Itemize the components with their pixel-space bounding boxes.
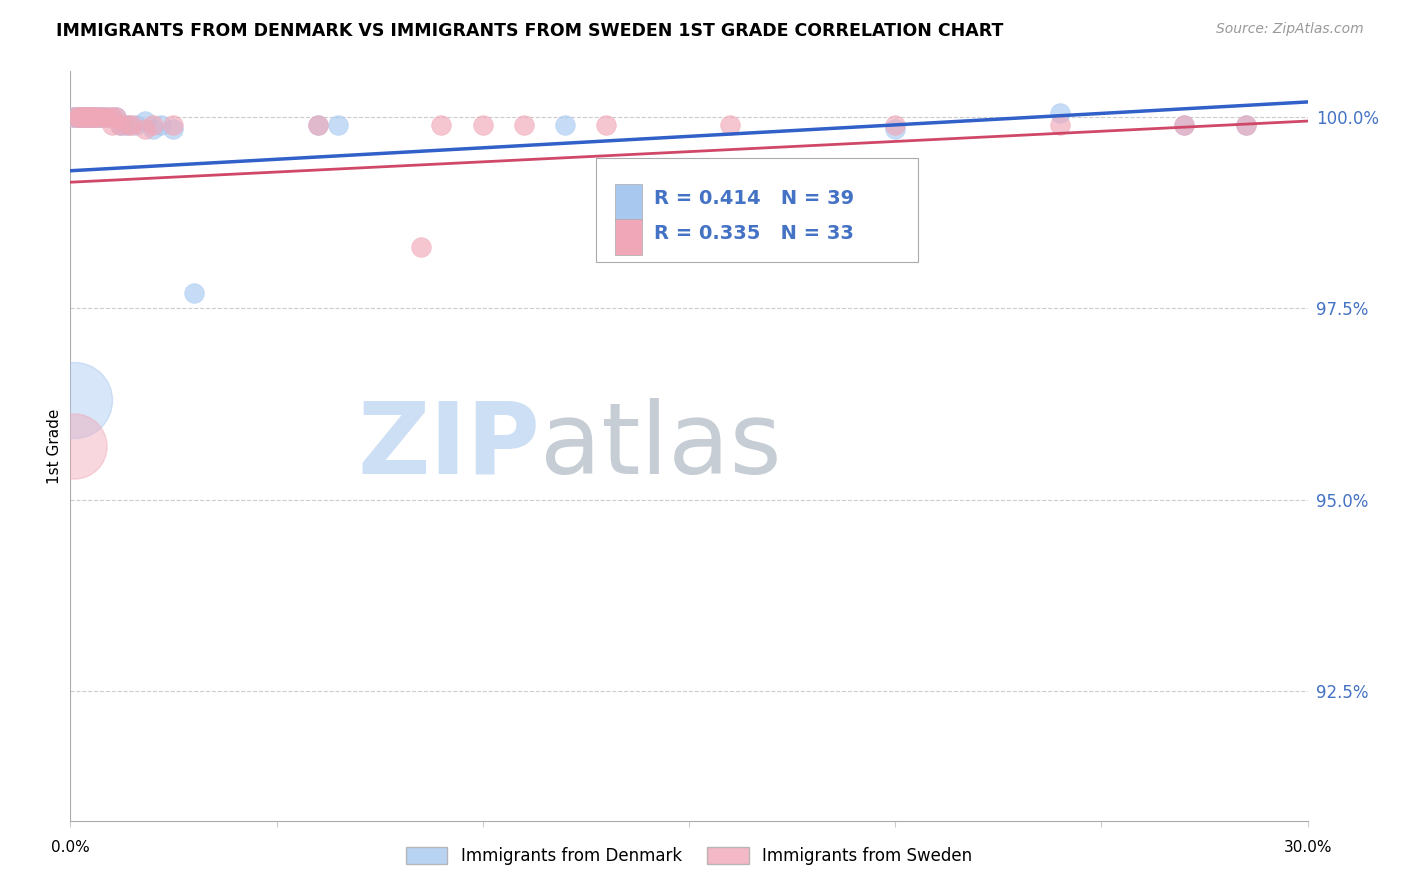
Point [84, 110, 107, 124]
Point [72, 110, 94, 124]
Point [84, 110, 107, 124]
Point [328, 118, 350, 132]
Point [80, 110, 103, 124]
Point [72, 110, 94, 124]
Point [307, 118, 329, 132]
Text: 30.0%: 30.0% [1284, 839, 1331, 855]
Point [307, 118, 329, 132]
Text: 0.0%: 0.0% [51, 839, 90, 855]
Point [96, 110, 118, 124]
Point [72, 110, 94, 124]
Point [100, 118, 122, 132]
Point [554, 118, 576, 132]
Point [162, 121, 184, 136]
FancyBboxPatch shape [596, 158, 918, 262]
Point [63, 393, 86, 408]
Point [1234, 118, 1257, 132]
Text: R = 0.335   N = 33: R = 0.335 N = 33 [654, 224, 855, 243]
Point [67, 110, 90, 124]
Point [76, 110, 98, 124]
Point [1173, 118, 1195, 132]
Point [63, 439, 86, 453]
Legend: Immigrants from Denmark, Immigrants from Sweden: Immigrants from Denmark, Immigrants from… [406, 847, 972, 864]
Point [89, 110, 111, 124]
Point [72, 110, 94, 124]
Point [121, 118, 143, 132]
Bar [614, 219, 643, 255]
Point [884, 121, 907, 136]
Point [80, 110, 103, 124]
Point [80, 110, 103, 124]
Text: Source: ZipAtlas.com: Source: ZipAtlas.com [1216, 22, 1364, 37]
Point [117, 118, 139, 132]
Point [76, 110, 98, 124]
Point [72, 110, 94, 124]
Text: R = 0.414   N = 39: R = 0.414 N = 39 [654, 189, 855, 208]
Point [183, 286, 205, 301]
Point [1234, 118, 1257, 132]
Point [409, 240, 432, 254]
Point [91, 110, 114, 124]
Point [76, 110, 98, 124]
Point [142, 121, 165, 136]
Point [595, 118, 617, 132]
Point [513, 118, 536, 132]
Point [471, 118, 494, 132]
Point [72, 110, 94, 124]
Point [104, 110, 127, 124]
Point [108, 118, 131, 132]
Text: atlas: atlas [540, 398, 782, 494]
Point [100, 110, 122, 124]
Point [162, 118, 184, 132]
Point [100, 110, 122, 124]
Point [430, 118, 453, 132]
Y-axis label: 1st Grade: 1st Grade [46, 409, 62, 483]
Point [108, 118, 131, 132]
Point [117, 118, 139, 132]
Point [112, 118, 135, 132]
Point [884, 118, 907, 132]
Point [84, 110, 107, 124]
Point [84, 110, 107, 124]
Point [1049, 106, 1071, 120]
Point [96, 110, 118, 124]
Point [63, 110, 86, 124]
Point [80, 110, 103, 124]
Point [91, 110, 114, 124]
Point [67, 110, 90, 124]
Point [1173, 118, 1195, 132]
Point [67, 110, 90, 124]
Point [63, 110, 86, 124]
Point [67, 110, 90, 124]
Point [67, 110, 90, 124]
Point [134, 114, 156, 128]
Point [91, 110, 114, 124]
Point [89, 110, 111, 124]
Point [63, 110, 86, 124]
Point [1049, 118, 1071, 132]
Point [76, 110, 98, 124]
Point [125, 118, 148, 132]
Text: IMMIGRANTS FROM DENMARK VS IMMIGRANTS FROM SWEDEN 1ST GRADE CORRELATION CHART: IMMIGRANTS FROM DENMARK VS IMMIGRANTS FR… [56, 22, 1004, 40]
Bar [614, 185, 643, 220]
Point [76, 110, 98, 124]
Text: ZIP: ZIP [357, 398, 540, 494]
Point [150, 118, 173, 132]
Point [89, 110, 111, 124]
Point [104, 110, 127, 124]
Point [142, 118, 165, 132]
Point [718, 118, 741, 132]
Point [134, 121, 156, 136]
Point [80, 110, 103, 124]
